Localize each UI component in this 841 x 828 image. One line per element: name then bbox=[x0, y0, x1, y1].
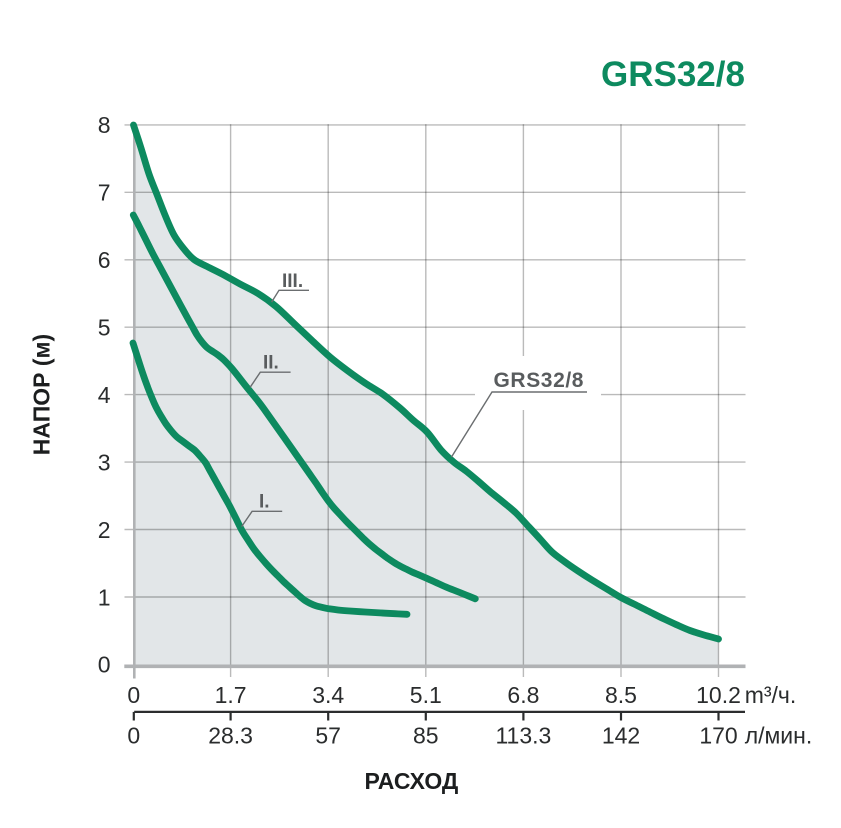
svg-text:6.8: 6.8 bbox=[507, 682, 539, 708]
svg-text:8: 8 bbox=[98, 112, 111, 138]
svg-text:0: 0 bbox=[127, 682, 140, 708]
svg-text:GRS32/8: GRS32/8 bbox=[601, 55, 745, 94]
svg-text:3.4: 3.4 bbox=[312, 682, 344, 708]
svg-text:m³/ч.: m³/ч. bbox=[745, 682, 797, 708]
svg-text:3: 3 bbox=[98, 449, 111, 475]
svg-text:57: 57 bbox=[315, 723, 341, 749]
svg-text:III.: III. bbox=[282, 271, 303, 292]
svg-text:II.: II. bbox=[263, 353, 279, 374]
svg-text:1: 1 bbox=[98, 584, 111, 610]
svg-text:GRS32/8: GRS32/8 bbox=[494, 369, 585, 392]
svg-text:85: 85 bbox=[413, 723, 439, 749]
svg-text:РАСХОД: РАСХОД bbox=[364, 768, 458, 794]
svg-text:НАПОР (м): НАПОР (м) bbox=[29, 334, 55, 455]
svg-text:л/мин.: л/мин. bbox=[745, 723, 813, 749]
svg-text:8.5: 8.5 bbox=[605, 682, 637, 708]
svg-text:7: 7 bbox=[98, 180, 111, 206]
svg-text:6: 6 bbox=[98, 247, 111, 273]
svg-text:10.2: 10.2 bbox=[696, 682, 741, 708]
svg-text:28.3: 28.3 bbox=[208, 723, 253, 749]
svg-text:142: 142 bbox=[602, 723, 640, 749]
svg-text:5: 5 bbox=[98, 315, 111, 341]
svg-text:113.3: 113.3 bbox=[495, 723, 551, 749]
svg-text:0: 0 bbox=[127, 723, 140, 749]
svg-text:5.1: 5.1 bbox=[410, 682, 442, 708]
svg-text:2: 2 bbox=[98, 517, 111, 543]
svg-text:4: 4 bbox=[98, 382, 111, 408]
svg-text:I.: I. bbox=[259, 492, 270, 513]
svg-text:170: 170 bbox=[699, 723, 737, 749]
svg-text:0: 0 bbox=[98, 652, 111, 678]
svg-text:1.7: 1.7 bbox=[215, 682, 247, 708]
